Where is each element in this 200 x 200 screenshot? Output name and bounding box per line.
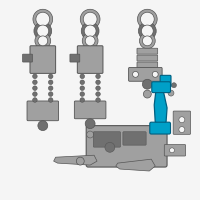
Circle shape [96,92,100,96]
Circle shape [179,127,185,133]
Circle shape [38,121,48,131]
Polygon shape [116,159,155,171]
Circle shape [140,12,154,26]
FancyBboxPatch shape [70,54,80,62]
Circle shape [142,79,152,89]
Circle shape [33,80,37,85]
FancyBboxPatch shape [164,145,186,156]
FancyBboxPatch shape [137,48,158,54]
Circle shape [170,148,174,153]
Circle shape [33,92,37,96]
FancyBboxPatch shape [86,126,167,167]
Circle shape [85,36,95,46]
FancyBboxPatch shape [160,75,171,87]
FancyBboxPatch shape [74,101,106,119]
FancyBboxPatch shape [129,67,162,81]
Circle shape [96,80,100,85]
Circle shape [96,74,100,79]
Circle shape [84,25,96,37]
Circle shape [37,25,49,37]
FancyBboxPatch shape [77,46,103,73]
FancyBboxPatch shape [137,62,158,68]
Circle shape [81,22,99,40]
Circle shape [139,33,155,49]
Circle shape [35,33,51,49]
Circle shape [80,80,85,85]
FancyBboxPatch shape [27,101,59,121]
Circle shape [142,36,152,46]
Circle shape [87,131,94,138]
Circle shape [80,74,85,79]
Circle shape [48,98,53,102]
FancyBboxPatch shape [152,82,171,93]
Circle shape [33,9,53,29]
Circle shape [48,86,53,90]
Circle shape [85,119,95,129]
Circle shape [80,9,100,29]
Circle shape [168,90,174,96]
FancyBboxPatch shape [30,46,56,73]
FancyBboxPatch shape [123,132,146,145]
Circle shape [143,90,151,98]
Circle shape [83,12,97,26]
FancyBboxPatch shape [137,55,158,61]
Polygon shape [154,86,167,128]
Circle shape [80,86,85,90]
Circle shape [33,98,37,102]
Circle shape [80,98,85,102]
FancyBboxPatch shape [93,132,121,147]
Circle shape [48,80,53,85]
Circle shape [76,157,84,165]
FancyBboxPatch shape [23,54,32,62]
Circle shape [38,36,48,46]
Polygon shape [54,155,97,165]
Circle shape [36,12,50,26]
Circle shape [48,92,53,96]
Circle shape [82,33,98,49]
Circle shape [48,74,53,79]
FancyBboxPatch shape [150,122,171,134]
Circle shape [105,142,115,152]
FancyBboxPatch shape [173,111,191,134]
Circle shape [33,74,37,79]
Circle shape [138,22,156,40]
Circle shape [133,71,138,77]
Circle shape [33,86,37,90]
Circle shape [171,83,176,88]
Circle shape [96,86,100,90]
Circle shape [96,98,100,102]
Circle shape [34,22,52,40]
Circle shape [141,25,153,37]
Circle shape [137,9,157,29]
Circle shape [152,71,158,77]
Circle shape [80,92,85,96]
Circle shape [179,117,185,123]
